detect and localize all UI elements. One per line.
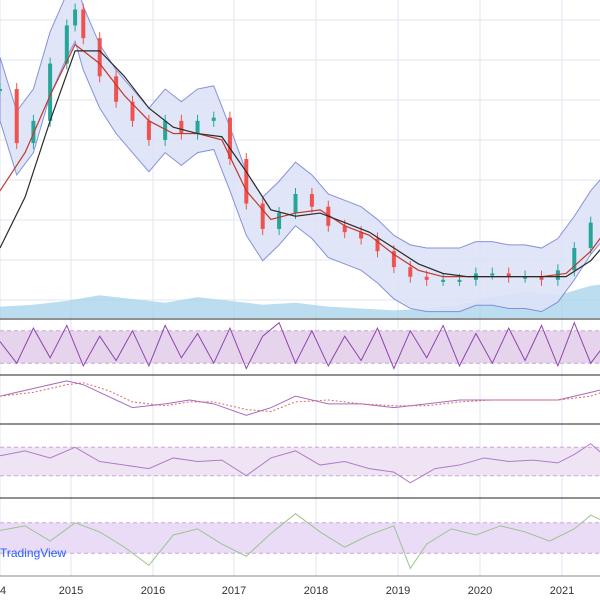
candle-body [14, 89, 19, 144]
candle-body [195, 120, 200, 134]
x-tick-label: 2021 [550, 585, 574, 597]
candle-body [375, 238, 380, 252]
candle-body [342, 225, 347, 233]
rsi-line [0, 443, 600, 484]
candle-body [539, 276, 544, 280]
candle-body [130, 101, 135, 121]
candle-body [244, 159, 249, 204]
candle-body [523, 276, 528, 279]
candle-body [97, 38, 102, 77]
candle-body [391, 251, 396, 268]
candle-body [163, 120, 168, 140]
candle-body [588, 222, 593, 249]
candle-body [31, 120, 36, 144]
cci-band [0, 522, 600, 554]
candle-body [457, 279, 462, 282]
candle-body [211, 117, 216, 121]
candle-body [277, 213, 282, 229]
time-axis: 4 2015 2016 2017 2018 2019 2020 2021 [0, 575, 600, 597]
candle-body [424, 276, 429, 280]
candle-body [309, 193, 314, 207]
price-pane[interactable] [0, 0, 600, 318]
x-tick-label: 2015 [59, 585, 83, 597]
stochastic-band [0, 330, 600, 364]
candle-body [114, 76, 119, 102]
candle-body [359, 232, 364, 239]
candle-body [260, 203, 265, 229]
candle-body [0, 89, 2, 92]
candle-body [64, 25, 69, 64]
macd-signal-line [0, 382, 600, 413]
candle-body [441, 279, 446, 282]
candle-body [73, 9, 78, 26]
indicator-bands [0, 330, 600, 554]
x-tick-label: 2017 [222, 585, 246, 597]
bollinger-band [0, 0, 600, 313]
indicator-panes[interactable] [0, 321, 600, 570]
candle-body [146, 120, 151, 140]
candle-body [572, 248, 577, 271]
watermark-text: TradingView [0, 546, 66, 560]
ma-long-line [0, 50, 600, 278]
candle-body [227, 117, 232, 159]
candle-body [506, 273, 511, 277]
x-tick-label: 2018 [304, 585, 328, 597]
stochastic-line [0, 321, 600, 370]
candle-body [408, 267, 413, 277]
candle-body [48, 63, 53, 121]
candle-body [490, 273, 495, 276]
x-tick-label: 4 [0, 585, 6, 597]
candle-body [293, 193, 298, 214]
candle-body [179, 120, 184, 134]
cci-line [0, 513, 600, 570]
x-tick-label: 2019 [386, 585, 410, 597]
x-tick-label: 2020 [468, 585, 492, 597]
macd-line [0, 380, 600, 416]
candle-body [81, 9, 86, 39]
x-tick-label: 2016 [141, 585, 165, 597]
